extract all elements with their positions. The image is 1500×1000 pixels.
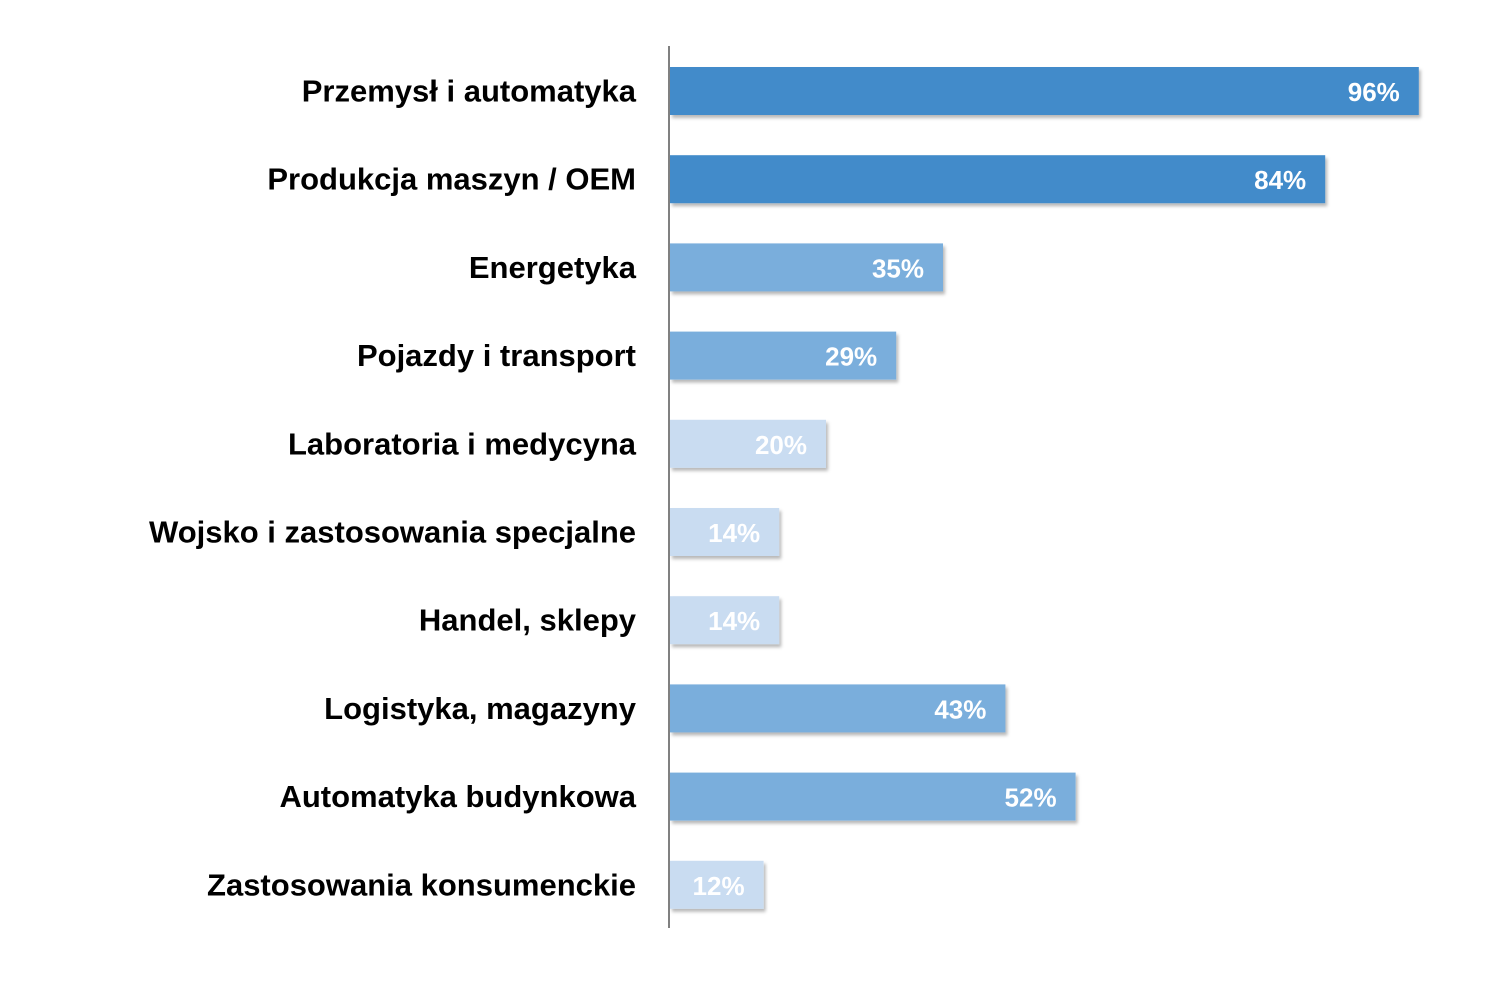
bar-10 bbox=[670, 860, 764, 909]
value-label-3: 35% bbox=[872, 253, 924, 283]
bar-6 bbox=[670, 508, 780, 556]
bar-2 bbox=[670, 155, 1326, 204]
value-labels: 96% 84% 35% 29% 20% 14% 14% 43% 52% 12% bbox=[693, 77, 1400, 901]
bar-7 bbox=[670, 596, 780, 645]
value-label-5: 20% bbox=[755, 430, 807, 460]
category-label-5: Laboratoria i medycyna bbox=[288, 426, 637, 461]
category-label-1: Przemysł i automatyka bbox=[302, 74, 637, 109]
value-label-10: 12% bbox=[693, 871, 745, 901]
category-label-6: Wojsko i zastosowania specjalne bbox=[149, 515, 636, 550]
bar-9 bbox=[670, 772, 1076, 821]
category-label-2: Produkcja maszyn / OEM bbox=[267, 162, 636, 197]
bar-3 bbox=[670, 243, 943, 292]
category-label-8: Logistyka, magazyny bbox=[324, 691, 637, 726]
bar-8 bbox=[670, 684, 1006, 733]
value-label-9: 52% bbox=[1005, 783, 1057, 813]
category-label-10: Zastosowania konsumenckie bbox=[207, 867, 636, 902]
category-label-3: Energetyka bbox=[469, 250, 637, 285]
value-label-4: 29% bbox=[825, 342, 877, 372]
value-label-6: 14% bbox=[708, 518, 760, 548]
value-label-1: 96% bbox=[1348, 77, 1400, 107]
value-label-7: 14% bbox=[708, 606, 760, 636]
bar-5 bbox=[670, 419, 826, 468]
category-label-4: Pojazdy i transport bbox=[357, 338, 636, 373]
bar-1 bbox=[670, 67, 1419, 115]
value-label-2: 84% bbox=[1254, 165, 1306, 195]
category-label-7: Handel, sklepy bbox=[419, 603, 637, 638]
value-label-8: 43% bbox=[934, 694, 986, 724]
bars-layer bbox=[670, 67, 1419, 909]
bar-4 bbox=[670, 331, 897, 380]
category-labels: Przemysł i automatyka Produkcja maszyn / … bbox=[149, 74, 637, 903]
category-label-9: Automatyka budynkowa bbox=[279, 779, 636, 814]
